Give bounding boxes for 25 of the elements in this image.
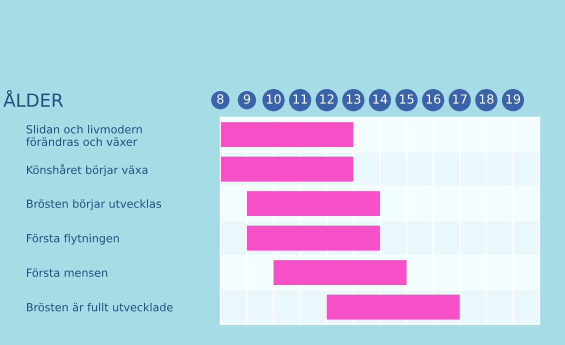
y-tick-label: Första mensen: [26, 268, 108, 277]
x-tick-label: 17: [453, 94, 467, 104]
y-tick-label: Brösten börjar utvecklas: [26, 199, 162, 210]
bar: [326, 294, 460, 320]
bar: [274, 260, 407, 285]
bar: [220, 122, 354, 147]
x-tick-label: 8: [217, 94, 224, 104]
x-tick-label: 13: [346, 94, 360, 104]
x-tick-label: 16: [426, 94, 440, 104]
y-tick-label: Första flytningen: [26, 234, 119, 245]
bar: [220, 156, 354, 182]
x-tick-label: 15: [400, 94, 414, 104]
bar: [246, 226, 380, 250]
x-tick-label: 12: [320, 94, 334, 104]
y-tick-label: Könshåret börjar växa: [26, 164, 148, 176]
x-tick-label: 11: [294, 94, 307, 104]
x-tick-label: 19: [506, 94, 520, 104]
x-tick-label: 14: [373, 94, 388, 104]
x-tick-label: 10: [266, 94, 281, 104]
bar: [246, 191, 380, 216]
y-axis-title: ÅLDER: [3, 90, 64, 107]
y-tick-label: Brösten är fullt utvecklade: [26, 302, 173, 312]
x-tick-label: 18: [480, 94, 494, 104]
x-tick-label: 9: [244, 94, 250, 104]
y-tick-label: Slidan och livmodern förändras och växer: [26, 124, 142, 146]
